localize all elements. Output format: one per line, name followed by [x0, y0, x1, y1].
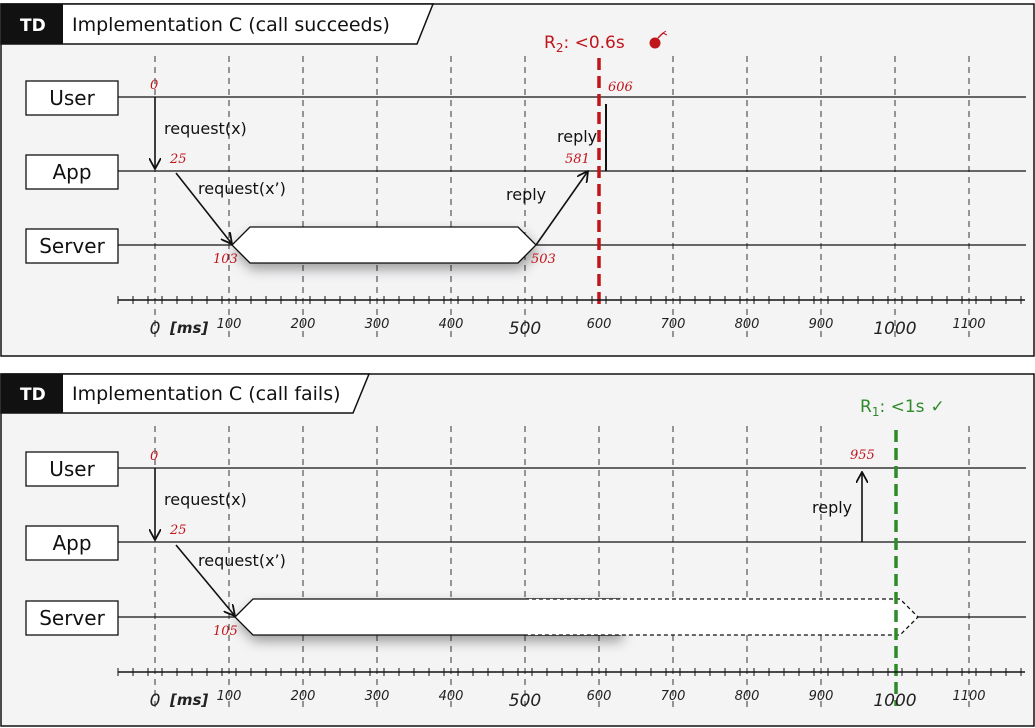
- panel-frame: [0, 373, 1035, 727]
- tick-600: 600: [587, 317, 612, 332]
- time-user-start: 0: [150, 449, 158, 464]
- tick-400: 400: [439, 317, 464, 332]
- time-app-recv: 25: [169, 152, 187, 167]
- requirement-r1: R1: <1s ✓: [860, 397, 945, 419]
- td-tag: [1, 4, 63, 44]
- time-axis: 0 [ms] 100 200 300 400 500 600 700 800 9…: [117, 668, 1025, 711]
- lifeline-user-label: User: [49, 86, 95, 110]
- arrow-reply-server: [535, 171, 588, 246]
- lifeline-app: App: [25, 154, 119, 190]
- tick-0: 0: [150, 691, 161, 711]
- msg-request-xp: request(x’): [198, 551, 286, 570]
- msg-reply-app: reply: [557, 127, 597, 146]
- bomb-icon: [649, 30, 668, 49]
- tick-500: 500: [509, 319, 541, 339]
- tick-1100: 1100: [952, 689, 985, 704]
- requirement-r2: R2: <0.6s: [544, 33, 625, 55]
- panel-title: Implementation C (call fails): [72, 383, 341, 405]
- axis-unit: [ms]: [169, 691, 208, 709]
- lifeline-user-label: User: [49, 457, 95, 481]
- lifeline-user: User: [25, 451, 119, 487]
- tick-200: 200: [291, 689, 316, 704]
- tick-400: 400: [439, 689, 464, 704]
- time-axis: 0 [ms] 100 200 300 400 500 600 700 800 9…: [117, 296, 1025, 339]
- server-processing-bar: [231, 226, 537, 264]
- td-tag-text: TD: [20, 16, 46, 36]
- msg-reply-app: reply: [812, 498, 852, 517]
- td-tag-text: TD: [20, 385, 46, 405]
- tick-100: 100: [217, 317, 242, 332]
- tick-1100: 1100: [952, 317, 985, 332]
- tick-500: 500: [509, 691, 541, 711]
- lifeline-user: User: [25, 80, 119, 116]
- tick-800: 800: [735, 317, 760, 332]
- panel-call-succeeds: TD Implementation C (call succeeds) User: [0, 3, 1035, 357]
- tick-700: 700: [661, 317, 686, 332]
- lifeline-app-label: App: [52, 531, 91, 555]
- td-tag: [1, 374, 63, 413]
- time-app-recv: 25: [169, 523, 187, 538]
- time-user-start: 0: [150, 78, 158, 93]
- lifeline-server-label: Server: [39, 606, 105, 630]
- msg-reply-server: reply: [506, 185, 546, 204]
- time-server-recv: 105: [213, 624, 238, 639]
- lifeline-server: Server: [25, 228, 119, 264]
- panel-title: Implementation C (call succeeds): [72, 14, 390, 36]
- tick-700: 700: [661, 689, 686, 704]
- time-app-reply: 581: [565, 152, 590, 167]
- arrow-request-xp: [175, 544, 235, 616]
- tick-800: 800: [735, 689, 760, 704]
- time-gridlines: [154, 426, 970, 707]
- tick-300: 300: [365, 689, 390, 704]
- msg-request-x: request(x): [164, 490, 247, 509]
- time-user-reply: 606: [608, 80, 633, 95]
- msg-request-x: request(x): [164, 119, 247, 138]
- lifeline-app-label: App: [52, 160, 91, 184]
- tick-900: 900: [809, 689, 834, 704]
- time-server-recv: 103: [213, 252, 238, 267]
- tick-1000: 1000: [873, 319, 916, 339]
- lifeline-server-label: Server: [39, 234, 105, 258]
- msg-request-xp: request(x’): [198, 179, 286, 198]
- arrow-request-xp: [175, 172, 232, 244]
- panel-call-fails: TD Implementation C (call fails) User: [0, 373, 1035, 727]
- lifelines: [118, 467, 1026, 618]
- time-user-reply: 955: [850, 448, 875, 463]
- tick-200: 200: [291, 317, 316, 332]
- lifeline-server: Server: [25, 600, 119, 636]
- lifeline-app: App: [25, 525, 119, 561]
- tick-1000: 1000: [873, 691, 916, 711]
- tick-0: 0: [150, 319, 161, 339]
- axis-unit: [ms]: [169, 319, 208, 337]
- time-server-done: 503: [531, 252, 556, 267]
- server-processing-continuation: [525, 598, 919, 636]
- tick-100: 100: [217, 689, 242, 704]
- tick-300: 300: [365, 317, 390, 332]
- tick-600: 600: [587, 689, 612, 704]
- tick-900: 900: [809, 317, 834, 332]
